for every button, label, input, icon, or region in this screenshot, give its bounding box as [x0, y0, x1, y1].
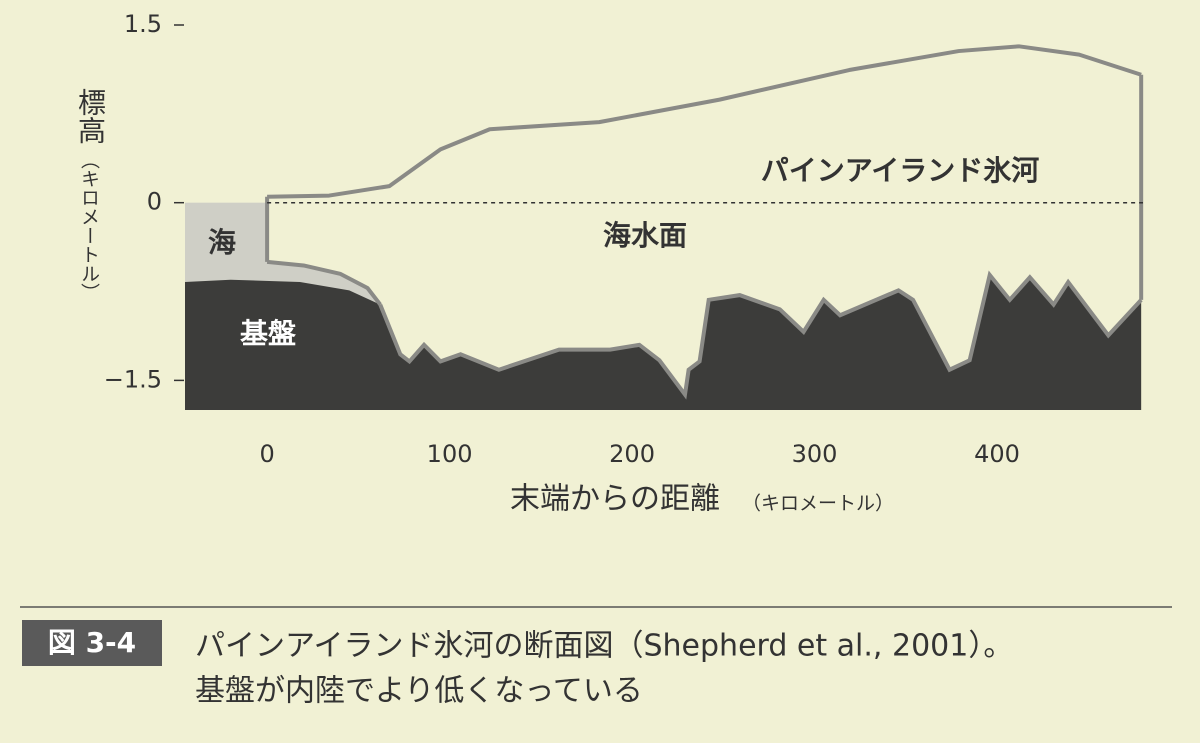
y-tick-label: 1.5: [124, 10, 162, 38]
figure-label-box: [22, 620, 162, 666]
x-tick-label: 300: [792, 440, 838, 468]
figure-label: 図 3-4: [48, 626, 136, 659]
bedrock-label: 基盤: [240, 317, 297, 350]
bedrock-area: [185, 274, 1142, 410]
x-axis-label: 末端からの距離: [510, 482, 720, 517]
ice-shelf-base: [266, 259, 382, 306]
x-axis-unit: （キロメートル）: [742, 493, 894, 515]
ice-surface: [267, 44, 1142, 199]
x-tick-label: 100: [427, 440, 473, 468]
glacier-bed-outline: [378, 270, 1143, 400]
y-axis-unit: （キロメートル）: [78, 150, 100, 302]
caption-line: 基盤が内陸でより低くなっている: [195, 674, 643, 709]
x-tick-label: 400: [974, 440, 1020, 468]
y-tick-label: 0: [147, 188, 162, 216]
y-axis-label: 標高: [74, 88, 107, 144]
glacier-label: パインアイランド氷河: [761, 154, 1040, 187]
sea-level-label: 海水面: [603, 219, 687, 252]
ice-body: [267, 46, 1142, 395]
sea-label: 海: [208, 226, 236, 259]
y-tick-label: −1.5: [104, 365, 162, 393]
x-tick-label: 0: [259, 440, 274, 468]
caption-line: パインアイランド氷河の断面図（Shepherd et al., 2001）。: [195, 629, 1013, 664]
x-tick-label: 200: [609, 440, 655, 468]
